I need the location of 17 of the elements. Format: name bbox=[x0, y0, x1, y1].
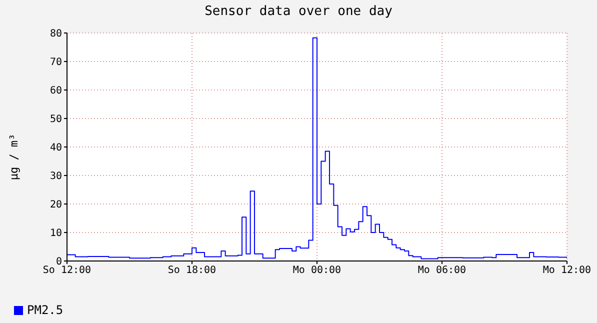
y-tick-label: 40 bbox=[50, 142, 62, 154]
chart-title: Sensor data over one day bbox=[204, 4, 394, 19]
y-tick-label: 10 bbox=[50, 228, 62, 240]
x-tick-label: So 12:00 bbox=[42, 265, 92, 276]
y-tick-label: 60 bbox=[50, 86, 62, 97]
y-axis-title: µg / m³ bbox=[8, 134, 20, 180]
x-tick-label: Mo 06:00 bbox=[418, 265, 466, 276]
y-tick-label: 50 bbox=[50, 114, 62, 126]
y-tick-label: 30 bbox=[50, 171, 62, 182]
y-tick-label: 80 bbox=[50, 28, 62, 40]
legend-label: PM2.5 bbox=[27, 303, 64, 317]
x-tick-label: Mo 00:00 bbox=[292, 265, 342, 276]
y-tick-label: 70 bbox=[50, 57, 62, 68]
y-tick-label: 20 bbox=[50, 200, 62, 211]
y-tick-label: 0 bbox=[56, 256, 62, 268]
x-tick-label: So 18:00 bbox=[168, 265, 216, 276]
x-tick-label: Mo 12:00 bbox=[542, 265, 592, 276]
